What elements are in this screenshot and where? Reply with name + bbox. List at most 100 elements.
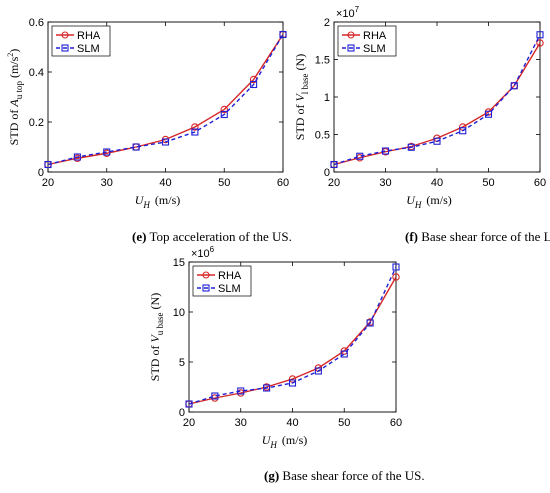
y-exponent-label: ×107 — [336, 5, 360, 20]
data-point-slm — [73, 153, 81, 161]
legend-label-slm: SLM — [218, 283, 241, 295]
legend-marker-slm — [347, 44, 355, 52]
x-tick-label: 40 — [431, 177, 443, 189]
data-point-slm — [459, 127, 467, 135]
data-point-slm — [381, 147, 390, 155]
data-point-rha — [288, 375, 297, 383]
x-label-unit: (m/s) — [426, 193, 451, 207]
data-point-slm — [279, 30, 287, 39]
caption-label: (f) — [405, 229, 418, 244]
data-point-slm — [433, 137, 441, 145]
x-label-subscript: H — [142, 200, 150, 210]
data-point-slm — [510, 82, 518, 90]
y-label-unit: (N) — [293, 54, 307, 74]
y-axis-label: STD of Vl base (N) — [293, 54, 310, 140]
x-tick-label: 50 — [218, 177, 230, 189]
caption-label: (e) — [132, 229, 146, 244]
x-label-unit: (m/s) — [282, 433, 307, 447]
y-tick-label: 0 — [179, 407, 185, 419]
x-label-symbol: U — [406, 193, 416, 207]
data-point-slm — [356, 152, 364, 160]
data-point-slm — [103, 148, 111, 156]
y-exponent-label: ×106 — [191, 245, 215, 260]
y-tick-label: 2 — [324, 17, 330, 29]
x-tick-label: 20 — [42, 177, 54, 189]
y-tick-label: 1 — [324, 92, 330, 104]
y-tick-label: 5 — [179, 357, 185, 369]
x-tick-label: 60 — [277, 177, 289, 189]
data-point-slm — [330, 160, 338, 169]
y-tick-label: 0.4 — [29, 67, 44, 79]
x-tick-label: 60 — [534, 177, 546, 189]
x-tick-label: 30 — [101, 177, 113, 189]
y-label-sub: u base — [155, 312, 165, 335]
data-point-slm — [314, 367, 322, 375]
x-label-subscript: H — [269, 440, 277, 450]
x-tick-label: 30 — [235, 417, 247, 429]
data-point-slm — [366, 319, 374, 327]
y-tick-label: 10 — [173, 307, 185, 319]
exponent-power: 7 — [355, 5, 360, 14]
data-point-slm — [237, 387, 245, 395]
y-label-sym: A — [7, 99, 21, 108]
data-point-slm — [536, 31, 544, 39]
legend-marker-rha — [347, 31, 355, 39]
x-label-symbol: U — [262, 433, 272, 447]
figure-caption: (f) Base shear force of the LS. — [405, 229, 550, 244]
x-tick-label: 40 — [159, 177, 171, 189]
y-tick-label: 0 — [38, 167, 44, 179]
legend-label-slm: SLM — [77, 43, 100, 55]
y-tick-label: 0.2 — [29, 117, 44, 129]
legend-marker-slm — [202, 284, 210, 292]
y-label-sup: 2 — [6, 53, 15, 57]
data-point-slm — [161, 138, 170, 146]
chart-panel-e: 20 30 40 50 60 0 0.2 0.4 0.6 STD of Au top (m/s2)… — [6, 17, 292, 244]
x-tick-label: 30 — [379, 177, 391, 189]
y-tick-label: 0 — [324, 167, 330, 179]
x-tick-label: 40 — [286, 417, 298, 429]
data-point-slm — [340, 350, 348, 358]
data-point-rha — [191, 123, 199, 131]
figure-caption: (g) Base shear force of the US. — [264, 468, 425, 483]
caption-label: (g) — [264, 468, 279, 483]
exponent-base: ×10 — [191, 248, 210, 260]
x-tick-label: 20 — [183, 417, 195, 429]
data-point-slm — [185, 400, 193, 408]
legend-label-rha: RHA — [363, 30, 387, 42]
legend-label-rha: RHA — [218, 270, 242, 282]
data-point-slm — [211, 392, 219, 400]
chart-panel-g: 20 30 40 50 60 0 5 10 15 ×106 STD of Vu base (N) UH… — [148, 245, 425, 483]
y-tick-label: 1.5 — [315, 55, 330, 67]
data-point-rha — [220, 105, 229, 114]
y-label-sub: l base — [300, 73, 310, 94]
data-point-slm — [220, 110, 228, 119]
exponent-base: ×10 — [336, 8, 355, 20]
legend-marker-slm — [61, 44, 69, 52]
y-label-unit: (m/s — [7, 56, 21, 81]
legend-marker-rha — [61, 31, 69, 39]
legend-label-rha: RHA — [77, 30, 101, 42]
series-line-slm — [188, 266, 397, 405]
chart-panel-f: 20 30 40 50 60 0 0.5 1 1.5 2 ×107 STD of Vl base (N… — [293, 5, 550, 244]
data-point-slm — [392, 263, 400, 271]
data-point-slm — [407, 143, 415, 151]
y-tick-label: 0.5 — [315, 130, 330, 142]
data-point-rha — [392, 273, 400, 281]
legend-marker-rha — [202, 271, 210, 279]
y-label-close: ) — [7, 49, 21, 53]
data-point-slm — [263, 384, 271, 392]
x-tick-label: 50 — [338, 417, 350, 429]
exponent-power: 6 — [210, 245, 215, 254]
figure-caption: (e) Top acceleration of the US. — [132, 229, 292, 244]
data-point-slm — [288, 379, 297, 387]
data-point-slm — [484, 110, 493, 118]
x-label-subscript: H — [414, 200, 422, 210]
data-point-slm — [191, 128, 199, 136]
data-point-slm — [250, 80, 258, 89]
caption-text: Top acceleration of the US. — [146, 229, 291, 244]
y-tick-label: 0.6 — [29, 17, 44, 29]
x-axis-label: UH (m/s) — [406, 193, 452, 210]
x-label-unit: (m/s) — [155, 193, 180, 207]
x-tick-label: 20 — [328, 177, 340, 189]
y-label-pre: STD of — [293, 102, 307, 141]
